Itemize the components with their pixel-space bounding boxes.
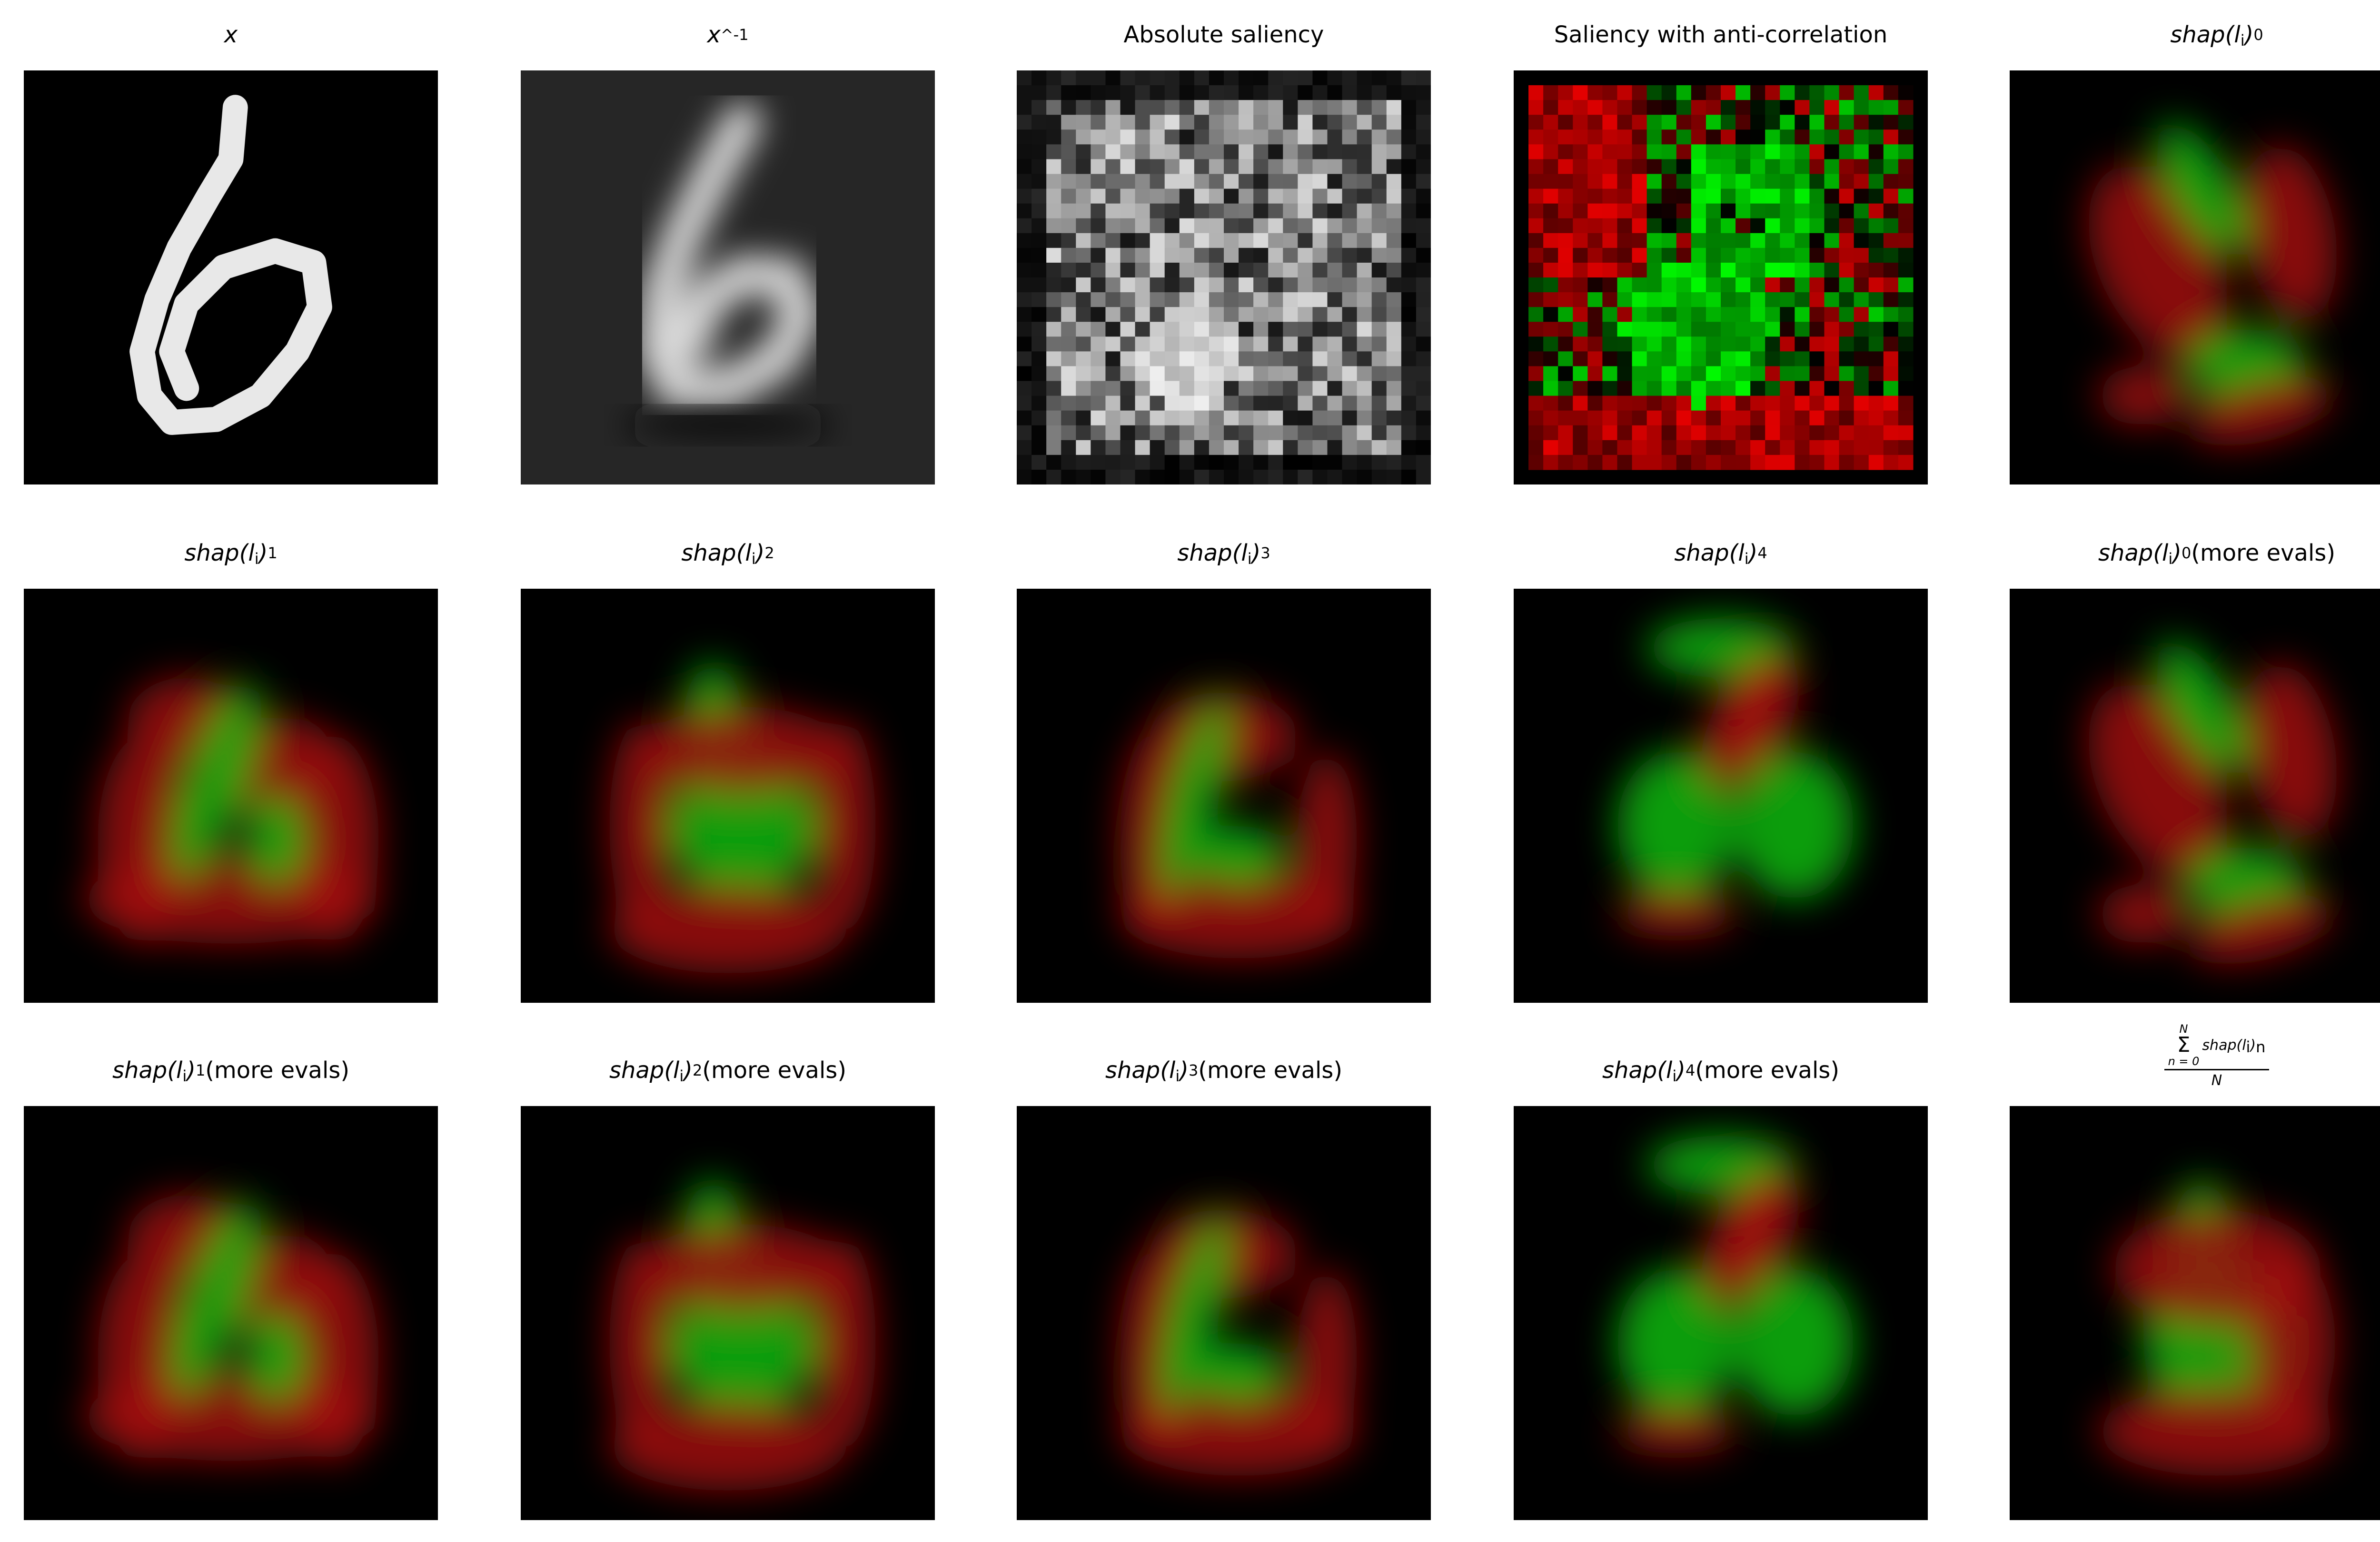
panel-title: shap(l i) 2 xyxy=(521,517,935,589)
title-sub: 0 xyxy=(2253,26,2263,44)
shap-image xyxy=(521,589,935,1003)
sum-term-sub: n xyxy=(2256,1038,2266,1056)
title-i: i xyxy=(182,1067,187,1085)
title-i: i xyxy=(1175,1067,1180,1085)
sum-term: shap(l xyxy=(2202,1037,2246,1054)
title-sub: 0 xyxy=(2181,544,2192,562)
title-text: shap(l xyxy=(1674,540,1745,566)
title-sub: 1 xyxy=(195,1061,206,1079)
title-i: i xyxy=(2240,31,2245,49)
title-text: shap(l xyxy=(184,540,255,566)
panel-title: Absolute saliency xyxy=(1017,0,1431,70)
shap-image xyxy=(1514,1106,1928,1520)
title-sub: 2 xyxy=(692,1061,703,1079)
mean-fraction: N Σ n = 0 shap(l i) n N xyxy=(2164,1023,2270,1089)
title-text: shap(l xyxy=(2098,540,2169,566)
fraction-numerator: N Σ n = 0 shap(l i) n xyxy=(2164,1023,2270,1070)
panel-title: shap(l i) 2 (more evals) xyxy=(521,1035,935,1106)
title-suffix: (more evals) xyxy=(1198,1057,1343,1084)
title-suffix: (more evals) xyxy=(205,1057,350,1084)
title-sub: 3 xyxy=(1260,544,1270,562)
title-suffix: (more evals) xyxy=(1695,1057,1840,1084)
title-close: ) xyxy=(755,540,765,566)
saliency-image xyxy=(1017,70,1431,484)
shap-image xyxy=(1017,589,1431,1003)
title-i: i xyxy=(1672,1067,1677,1085)
panel-title: x ^-1 xyxy=(521,0,935,70)
fraction-denominator: N xyxy=(2211,1072,2222,1089)
title-i: i xyxy=(751,550,756,568)
title-sub: 4 xyxy=(1685,1061,1696,1079)
title-text: shap(l xyxy=(112,1057,183,1084)
sum-lower: n = 0 xyxy=(2168,1055,2200,1068)
panel-title: N Σ n = 0 shap(l i) n N xyxy=(2010,1011,2380,1101)
panel-title: shap(l i) 3 (more evals) xyxy=(1017,1035,1431,1106)
title-suffix: (more evals) xyxy=(702,1057,847,1084)
title-text: shap(l xyxy=(1105,1057,1176,1084)
title-i: i xyxy=(1247,550,1252,568)
sum-upper: N xyxy=(2179,1022,2188,1036)
panel-title: shap(l i) 0 (more evals) xyxy=(2010,517,2380,589)
panel-title: shap(l i) 1 xyxy=(24,517,438,589)
panel-title: shap(l i) 4 xyxy=(1514,517,1928,589)
title-sup: ^-1 xyxy=(720,26,749,44)
title-suffix: (more evals) xyxy=(2191,540,2336,566)
saliency-anticorr-image xyxy=(1514,70,1928,484)
shap-image xyxy=(1017,1106,1431,1520)
title-close: ) xyxy=(684,1057,693,1084)
sum-term-close: ) xyxy=(2250,1037,2256,1054)
title-i: i xyxy=(2168,550,2173,568)
shap-image xyxy=(2010,589,2380,1003)
title-close: ) xyxy=(258,540,268,566)
title-i: i xyxy=(679,1067,684,1085)
title-close: ) xyxy=(1180,1057,1189,1084)
title-text: Absolute saliency xyxy=(1123,21,1324,48)
shap-image xyxy=(1514,589,1928,1003)
title-text: shap(l xyxy=(1177,540,1248,566)
title-close: ) xyxy=(2244,21,2254,48)
panel-title: Saliency with anti-correlation xyxy=(1514,0,1928,70)
shap-image xyxy=(2010,70,2380,484)
panel-title: shap(l i) 3 xyxy=(1017,517,1431,589)
shap-image xyxy=(24,1106,438,1520)
title-text: shap(l xyxy=(1602,1057,1673,1084)
sum-symbol: N Σ n = 0 xyxy=(2168,1022,2200,1068)
panel-title: shap(l i) 0 xyxy=(2010,0,2380,70)
panel-title: shap(l i) 1 (more evals) xyxy=(24,1035,438,1106)
title-i: i xyxy=(1744,550,1749,568)
title-i: i xyxy=(254,550,259,568)
title-close: ) xyxy=(1676,1057,1686,1084)
title-sub: 1 xyxy=(268,544,278,562)
title-text: shap(l xyxy=(2170,21,2241,48)
title-close: ) xyxy=(1748,540,1758,566)
title-text: shap(l xyxy=(681,540,752,566)
panel-title: x xyxy=(24,0,438,70)
title-sub: 2 xyxy=(764,544,774,562)
panel-title: shap(l i) 4 (more evals) xyxy=(1514,1035,1928,1106)
title-text: shap(l xyxy=(609,1057,680,1084)
title-close: ) xyxy=(1251,540,1261,566)
digit-image xyxy=(24,70,438,484)
title-sub: 3 xyxy=(1188,1061,1199,1079)
shap-image xyxy=(521,1106,935,1520)
title-text: x xyxy=(224,21,238,48)
shap-mean-image xyxy=(2010,1106,2380,1520)
title-text: x xyxy=(707,21,721,48)
title-close: ) xyxy=(187,1057,196,1084)
reconstruction-image xyxy=(521,70,935,484)
title-text: Saliency with anti-correlation xyxy=(1554,21,1888,48)
title-sub: 4 xyxy=(1757,544,1767,562)
sum-term-i: i xyxy=(2246,1038,2251,1056)
shap-image xyxy=(24,589,438,1003)
title-close: ) xyxy=(2172,540,2182,566)
